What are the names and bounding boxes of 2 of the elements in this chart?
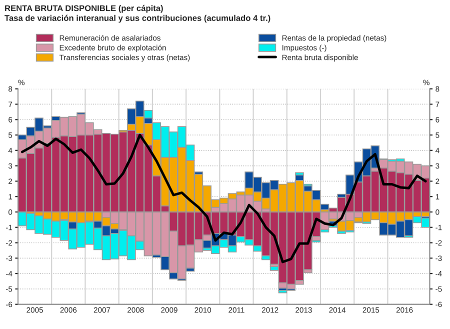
chart-subtitle: Tasa de variación interanual y sus contribuciones (acumulado 4 tr.): [4, 14, 270, 23]
chart-title: RENTA BRUTA DISPONIBLE (per cápita): [5, 4, 163, 13]
